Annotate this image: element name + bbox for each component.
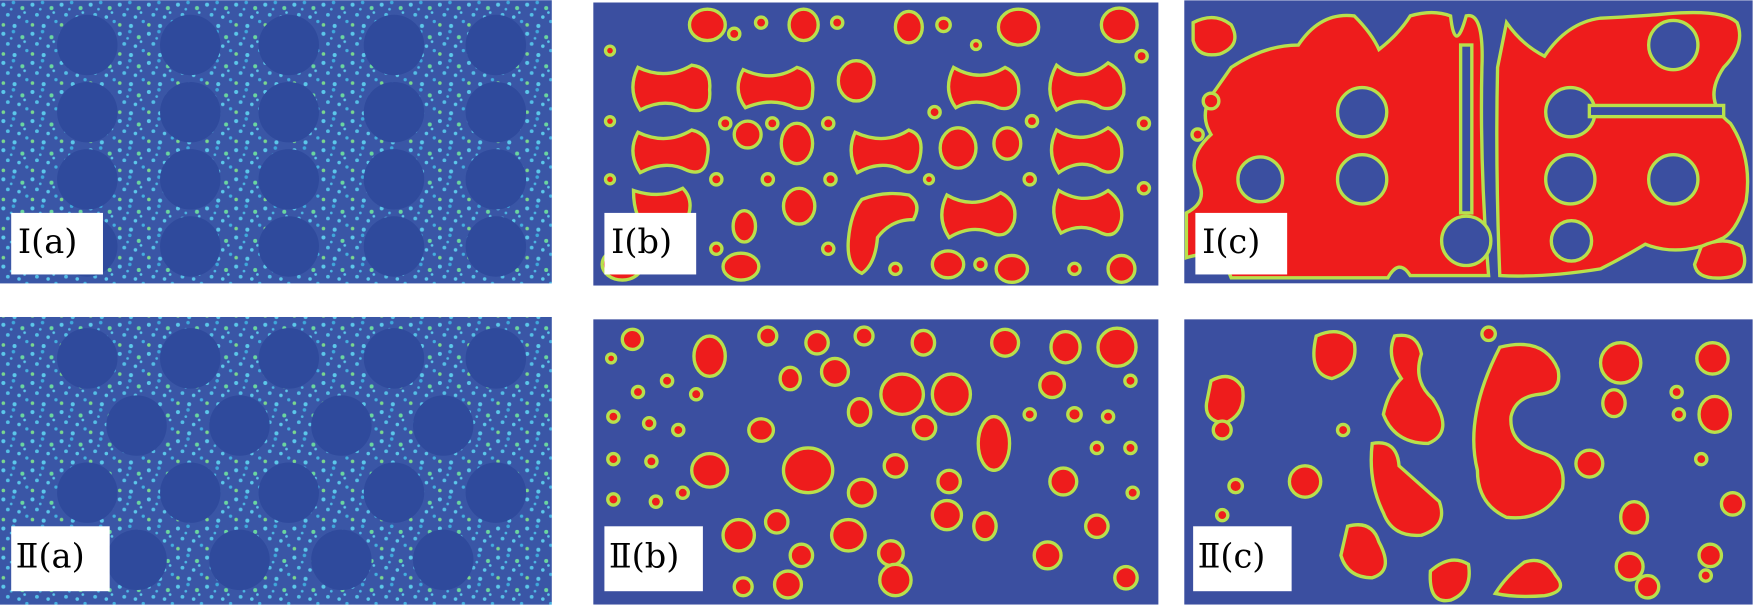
panel-label: Ⅱ(b) <box>609 537 680 576</box>
label-box <box>1193 526 1292 592</box>
labels: Ⅰ(a) Ⅰ(b) Ⅰ(c) Ⅱ(a) Ⅱ(b) Ⅱ(c) <box>11 212 1292 592</box>
droplet <box>1191 15 1237 57</box>
panel-label: Ⅱ(a) <box>16 537 85 576</box>
panel-label: Ⅰ(a) <box>18 222 77 261</box>
label-box <box>1195 212 1288 275</box>
panel-1c <box>1184 0 1753 284</box>
droplets <box>1204 325 1746 603</box>
pores <box>57 328 527 591</box>
label-box <box>11 212 103 275</box>
red-domain <box>1184 10 1491 280</box>
panel-label: Ⅰ(c) <box>1202 222 1260 261</box>
label-box <box>604 526 703 592</box>
panel-label: Ⅰ(b) <box>611 222 672 261</box>
red-domain <box>1495 10 1750 278</box>
label-box <box>604 212 697 275</box>
panel-2b <box>593 319 1159 605</box>
droplet <box>1692 239 1747 280</box>
droplets <box>604 325 1140 600</box>
label-box <box>11 526 110 592</box>
panel-label: Ⅱ(c) <box>1198 537 1266 576</box>
